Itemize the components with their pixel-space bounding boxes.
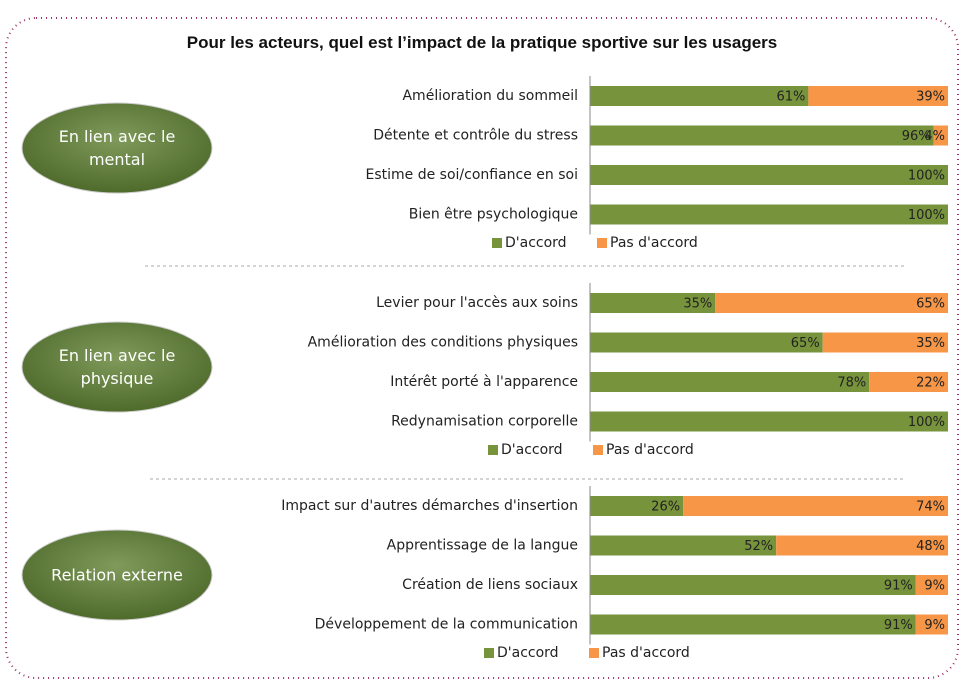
category-label: Création de liens sociaux bbox=[402, 577, 578, 593]
category-label: Bien être psychologique bbox=[409, 207, 578, 223]
bar-segment bbox=[590, 372, 870, 392]
bar-segment bbox=[808, 86, 948, 106]
legend-swatch bbox=[484, 648, 494, 658]
value-label: 4% bbox=[924, 129, 945, 144]
bar-segment bbox=[590, 535, 777, 556]
value-label: 9% bbox=[924, 579, 945, 594]
value-label: 91% bbox=[884, 579, 913, 594]
bar-segment bbox=[590, 411, 948, 432]
value-label: 65% bbox=[916, 297, 945, 312]
category-label: Impact sur d'autres démarches d'insertio… bbox=[281, 498, 578, 514]
legend-swatch bbox=[597, 238, 607, 248]
value-label: 22% bbox=[916, 376, 945, 391]
legend-swatch bbox=[488, 445, 498, 455]
main-title: Pour les acteurs, quel est l’impact de l… bbox=[186, 33, 778, 52]
value-label: 100% bbox=[908, 208, 945, 223]
legend-swatch bbox=[492, 238, 502, 248]
bar-segment bbox=[590, 165, 948, 185]
bar-segment bbox=[933, 125, 948, 146]
value-label: 65% bbox=[791, 336, 820, 351]
group-ellipse bbox=[21, 321, 213, 413]
value-label: 74% bbox=[916, 500, 945, 515]
value-label: 52% bbox=[744, 539, 773, 554]
bar-segment bbox=[915, 614, 948, 635]
bar-segment bbox=[683, 496, 948, 516]
category-label: Détente et contrôle du stress bbox=[373, 128, 578, 144]
bar-segment bbox=[590, 293, 716, 313]
bar-segment bbox=[715, 293, 948, 313]
legend-label: Pas d'accord bbox=[610, 235, 698, 251]
legend-swatch bbox=[593, 445, 603, 455]
category-label: Apprentissage de la langue bbox=[387, 538, 578, 554]
bar-segment bbox=[590, 125, 934, 146]
value-label: 78% bbox=[837, 376, 866, 391]
category-label: Intérêt porté à l'apparence bbox=[390, 374, 578, 390]
value-label: 26% bbox=[651, 500, 680, 515]
value-label: 35% bbox=[683, 297, 712, 312]
category-label: Amélioration des conditions physiques bbox=[308, 335, 578, 351]
value-label: 35% bbox=[916, 336, 945, 351]
bar-segment bbox=[822, 332, 948, 353]
bar-segment bbox=[590, 496, 684, 516]
value-label: 48% bbox=[916, 539, 945, 554]
bar-segment bbox=[915, 575, 948, 595]
group-label: En lien avec le mental bbox=[58, 127, 176, 169]
legend-label: Pas d'accord bbox=[606, 442, 694, 458]
value-label: 100% bbox=[908, 415, 945, 430]
bar-segment bbox=[590, 204, 948, 225]
value-label: 96% bbox=[902, 129, 931, 144]
group-label: En lien avec le physique bbox=[58, 346, 176, 388]
legend-label: D'accord bbox=[497, 645, 559, 661]
legend-label: D'accord bbox=[501, 442, 563, 458]
frame bbox=[5, 17, 959, 679]
group-ellipse bbox=[21, 529, 213, 621]
category-label: Amélioration du sommeil bbox=[402, 88, 578, 104]
bar-segment bbox=[590, 332, 823, 353]
value-label: 100% bbox=[908, 169, 945, 184]
value-label: 39% bbox=[916, 90, 945, 105]
bar-segment bbox=[590, 614, 916, 635]
legend-label: D'accord bbox=[505, 235, 567, 251]
bar-segment bbox=[869, 372, 948, 392]
group-ellipse bbox=[21, 102, 213, 194]
value-label: 9% bbox=[924, 618, 945, 633]
value-label: 61% bbox=[776, 90, 805, 105]
category-label: Estime de soi/confiance en soi bbox=[366, 167, 579, 183]
bar-segment bbox=[776, 535, 948, 556]
group-label: Relation externe bbox=[51, 565, 183, 585]
legend-swatch bbox=[589, 648, 599, 658]
category-label: Levier pour l'accès aux soins bbox=[376, 295, 578, 311]
category-label: Redynamisation corporelle bbox=[391, 414, 578, 430]
value-label: 91% bbox=[884, 618, 913, 633]
category-label: Développement de la communication bbox=[315, 617, 578, 633]
bar-segment bbox=[590, 86, 809, 106]
legend-label: Pas d'accord bbox=[602, 645, 690, 661]
bar-segment bbox=[590, 575, 916, 595]
